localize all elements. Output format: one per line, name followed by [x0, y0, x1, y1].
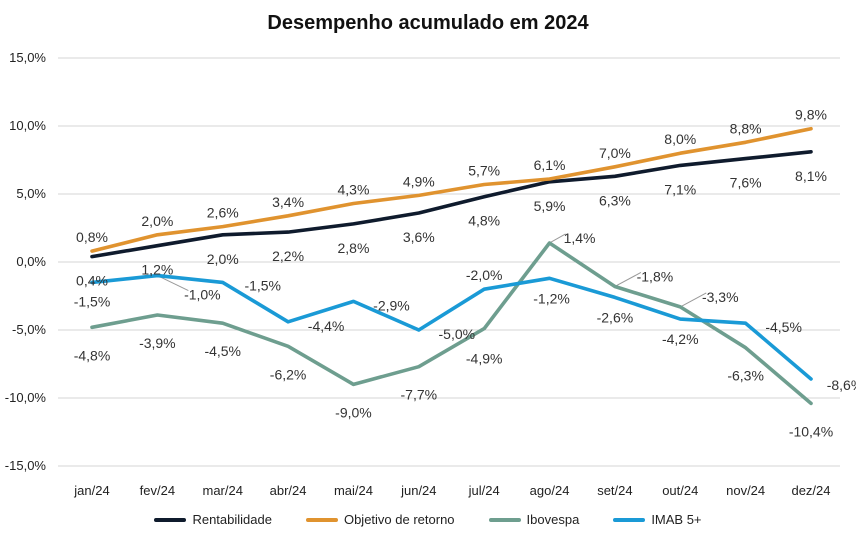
data-label-ibovespa: -4,8%	[74, 347, 111, 363]
data-label-imab-5: -1,0%	[184, 287, 221, 303]
data-label-ibovespa: -6,2%	[270, 366, 307, 382]
data-label-imab-5: -4,4%	[308, 318, 345, 334]
data-label-imab-5: -1,2%	[533, 290, 570, 306]
legend-item-imab-5: IMAB 5+	[613, 512, 702, 527]
data-label-rentabilidade: 8,1%	[795, 168, 827, 184]
x-tick-label: ago/24	[530, 483, 570, 498]
y-tick-label: 5,0%	[16, 186, 46, 201]
legend-swatch	[154, 517, 187, 522]
data-label-objetivo-de-retorno: 9,8%	[795, 107, 827, 123]
data-label-ibovespa: -1,8%	[637, 268, 674, 284]
data-label-objetivo-de-retorno: 0,8%	[76, 229, 108, 245]
data-label-objetivo-de-retorno: 6,1%	[534, 157, 566, 173]
legend-item-objetivo-de-retorno: Objetivo de retorno	[305, 512, 455, 527]
data-label-objetivo-de-retorno: 5,7%	[468, 162, 500, 178]
data-label-imab-5: -4,2%	[662, 331, 699, 347]
data-label-ibovespa: -3,3%	[702, 289, 739, 305]
data-label-rentabilidade: 6,3%	[599, 192, 631, 208]
x-tick-label: dez/24	[791, 483, 830, 498]
data-label-rentabilidade: 4,8%	[468, 213, 500, 229]
data-label-rentabilidade: 7,6%	[730, 175, 762, 191]
data-label-ibovespa: -9,0%	[335, 404, 372, 420]
x-tick-label: out/24	[662, 483, 698, 498]
data-label-rentabilidade: 5,9%	[534, 198, 566, 214]
data-label-ibovespa: -10,4%	[789, 423, 833, 439]
data-label-objetivo-de-retorno: 2,6%	[207, 205, 239, 221]
data-label-imab-5: -5,0%	[439, 326, 476, 342]
x-tick-label: jul/24	[468, 483, 500, 498]
data-label-imab-5: -8,6%	[827, 377, 856, 393]
x-tick-label: set/24	[597, 483, 632, 498]
series-line-rentabilidade	[90, 150, 813, 259]
data-label-imab-5: -1,5%	[74, 293, 111, 309]
data-label-ibovespa: -3,9%	[139, 335, 176, 351]
x-tick-label: mai/24	[334, 483, 373, 498]
data-label-imab-5: -4,5%	[765, 319, 802, 335]
data-label-imab-5: -2,9%	[373, 297, 410, 313]
x-tick-label: nov/24	[726, 483, 765, 498]
data-label-objetivo-de-retorno: 4,3%	[337, 182, 369, 198]
legend-swatch	[305, 517, 338, 522]
y-tick-label: -15,0%	[5, 458, 47, 473]
chart-title: Desempenho acumulado em 2024	[267, 12, 589, 34]
data-label-ibovespa: -4,9%	[466, 351, 503, 367]
data-label-imab-5: -2,0%	[466, 267, 503, 283]
leader-line	[549, 233, 566, 244]
legend-swatch	[488, 517, 521, 522]
data-label-objetivo-de-retorno: 3,4%	[272, 194, 304, 210]
data-label-rentabilidade: 0,4%	[76, 273, 108, 289]
data-label-imab-5: -1,5%	[244, 277, 281, 293]
series-line-objetivo-de-retorno	[90, 126, 813, 253]
series-line-ibovespa	[90, 241, 813, 406]
data-label-ibovespa: -7,7%	[401, 387, 438, 403]
leader-lines	[157, 233, 707, 308]
data-label-ibovespa: -4,5%	[204, 343, 241, 359]
data-label-objetivo-de-retorno: 4,9%	[403, 173, 435, 189]
y-tick-label: 0,0%	[16, 254, 46, 269]
data-label-ibovespa: 1,4%	[564, 230, 596, 246]
x-tick-label: mar/24	[202, 483, 242, 498]
legend-item-ibovespa: Ibovespa	[488, 512, 580, 527]
leader-line	[680, 292, 707, 308]
x-tick-label: jan/24	[73, 483, 109, 498]
legend-label: IMAB 5+	[651, 512, 702, 527]
gridlines	[58, 57, 840, 467]
data-labels: 0,4% 1,2% 2,0% 2,2% 2,8% 3,6% 4,8% 5,9% 6,3% 7,1%…	[74, 107, 856, 440]
legend-label: Objetivo de retorno	[343, 512, 455, 527]
data-label-objetivo-de-retorno: 8,0%	[664, 131, 696, 147]
data-label-imab-5: -2,6%	[597, 309, 634, 325]
data-label-rentabilidade: 2,2%	[272, 248, 304, 264]
data-label-rentabilidade: 3,6%	[403, 229, 435, 245]
data-label-rentabilidade: 7,1%	[664, 181, 696, 197]
data-label-objetivo-de-retorno: 8,8%	[730, 120, 762, 136]
y-axis-labels: 15,0% 10,0% 5,0% 0,0% -5,0% -10,0% -15,0%	[5, 50, 47, 473]
data-label-rentabilidade: 2,8%	[337, 240, 369, 256]
data-label-rentabilidade: 2,0%	[207, 251, 239, 267]
x-tick-label: fev/24	[140, 483, 175, 498]
data-label-ibovespa: -6,3%	[727, 368, 764, 384]
data-label-objetivo-de-retorno: 2,0%	[141, 213, 173, 229]
legend: Rentabilidade Objetivo de retorno Ibovespa…	[0, 512, 856, 527]
x-tick-label: jun/24	[400, 483, 436, 498]
x-tick-label: abr/24	[270, 483, 307, 498]
x-axis-labels: jan/24 fev/24 mar/24 abr/24 mai/24 jun/24 jul/…	[73, 483, 830, 498]
leader-line	[157, 275, 189, 292]
series-line-imab-5	[90, 273, 813, 381]
data-label-objetivo-de-retorno: 7,0%	[599, 145, 631, 161]
legend-label: Ibovespa	[526, 512, 580, 527]
y-tick-label: -10,0%	[5, 390, 47, 405]
y-tick-label: 10,0%	[9, 118, 46, 133]
legend-item-rentabilidade: Rentabilidade	[154, 512, 272, 527]
y-tick-label: 15,0%	[9, 50, 46, 65]
leader-line	[614, 272, 642, 287]
legend-swatch	[613, 517, 646, 522]
y-tick-label: -5,0%	[12, 322, 46, 337]
data-label-rentabilidade: 1,2%	[141, 262, 173, 278]
legend-label: Rentabilidade	[192, 512, 272, 527]
series-lines	[90, 126, 813, 406]
